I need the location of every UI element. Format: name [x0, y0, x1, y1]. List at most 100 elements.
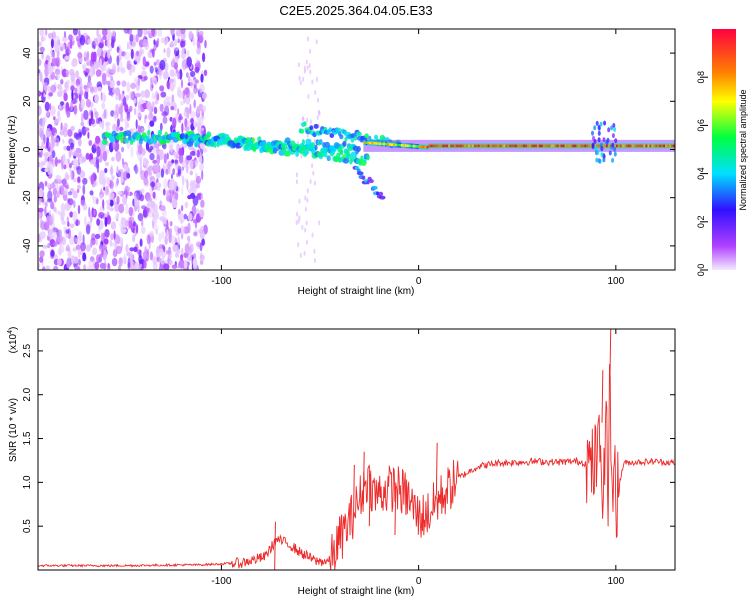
- noise-blob: [111, 39, 115, 49]
- noise-blob: [45, 59, 49, 65]
- ridge-blob: [124, 137, 130, 144]
- ridge-blob: [210, 141, 214, 148]
- main-line-core: [649, 144, 652, 148]
- noise-blob: [149, 251, 153, 261]
- noise-blob: [303, 68, 306, 74]
- noise-blob: [121, 80, 127, 87]
- main-line-core: [517, 144, 520, 148]
- y-tick-label: 1.0: [22, 475, 33, 489]
- main-line-core: [371, 141, 374, 145]
- noise-blob: [65, 232, 69, 239]
- noise-blob: [101, 119, 104, 130]
- noise-blob: [142, 250, 148, 260]
- spectrogram-ticks: -100 0 100 40 20 0 -20 -40: [22, 29, 675, 287]
- noise-blob: [58, 84, 63, 96]
- colorbar-ticks: 0.0 0.2 0.4 0.6 0.8: [696, 71, 708, 276]
- noise-blob: [195, 149, 198, 155]
- disturbance-blob: [593, 125, 597, 131]
- noise-blob: [82, 64, 87, 71]
- noise-blob: [105, 80, 111, 85]
- snr-spike: [353, 464, 355, 518]
- noise-blob: [194, 66, 200, 73]
- noise-blob: [44, 114, 47, 123]
- noise-blob: [314, 90, 317, 95]
- noise-blob: [173, 151, 178, 157]
- noise-blob: [184, 117, 188, 128]
- noise-blob: [171, 159, 175, 164]
- main-line-core: [651, 144, 654, 148]
- noise-blob: [90, 241, 93, 248]
- noise-blob: [86, 60, 91, 66]
- noise-blob: [118, 93, 122, 101]
- noise-blob: [139, 238, 143, 247]
- main-line-core: [590, 144, 593, 148]
- disturbance-blob: [593, 138, 597, 144]
- noise-blob: [189, 70, 196, 78]
- noise-blob: [58, 103, 62, 110]
- noise-blob: [154, 163, 160, 173]
- noise-blob: [87, 131, 90, 139]
- noise-blob: [166, 219, 169, 230]
- disturbance-blob: [597, 158, 601, 164]
- ridge-blob: [299, 128, 305, 134]
- noise-blob: [133, 246, 138, 252]
- noise-blob: [126, 111, 131, 122]
- disturbance-blob: [597, 125, 601, 131]
- noise-blob: [47, 243, 50, 249]
- noise-blob: [174, 48, 177, 56]
- ridge-blob: [376, 191, 380, 196]
- noise-blob: [171, 198, 178, 209]
- main-line-core: [613, 144, 617, 148]
- main-line-core: [452, 144, 455, 148]
- noise-blob: [179, 225, 185, 235]
- noise-blob: [177, 249, 181, 254]
- noise-blob: [54, 132, 57, 142]
- disturbance-blob: [603, 120, 607, 126]
- noise-blob: [132, 234, 136, 243]
- noise-blob: [57, 258, 62, 266]
- noise-blob: [93, 209, 96, 216]
- noise-blob: [61, 210, 66, 218]
- noise-blob: [106, 38, 110, 48]
- disturbance-blob: [602, 157, 606, 163]
- noise-blob: [154, 99, 159, 105]
- snr-spike: [274, 521, 276, 570]
- noise-blob: [201, 169, 204, 181]
- ridge-blob: [342, 140, 347, 147]
- noise-blob: [118, 257, 123, 267]
- noise-blob: [110, 233, 114, 241]
- main-line-core: [505, 144, 508, 148]
- noise-blob: [70, 85, 75, 92]
- noise-blob: [49, 229, 55, 239]
- main-line-core: [527, 144, 530, 148]
- noise-blob: [153, 106, 158, 115]
- colorbar-tick-label: 0.6: [696, 119, 706, 132]
- main-line-core: [548, 144, 551, 148]
- main-line-core: [436, 144, 439, 148]
- noise-blob: [80, 199, 86, 207]
- ridge-blob: [232, 142, 236, 149]
- main-line-core: [602, 144, 605, 148]
- main-line-core: [604, 144, 607, 148]
- disturbance-blob: [595, 157, 599, 163]
- ridge-blob: [295, 151, 299, 157]
- noise-blob: [305, 59, 308, 65]
- noise-blob: [109, 69, 116, 74]
- noise-blob: [67, 198, 74, 206]
- noise-blob: [81, 156, 87, 163]
- noise-blob: [133, 98, 137, 104]
- noise-blob: [190, 117, 195, 124]
- noise-blob: [152, 115, 157, 122]
- noise-blob: [65, 174, 70, 180]
- noise-blob: [200, 252, 203, 258]
- noise-blob: [45, 127, 52, 138]
- main-line-core: [469, 144, 473, 148]
- noise-blob: [315, 76, 318, 82]
- noise-blob: [171, 94, 175, 102]
- noise-blob: [120, 176, 124, 183]
- noise-blob: [78, 29, 81, 36]
- noise-blob: [79, 89, 84, 96]
- noise-blob: [295, 220, 298, 226]
- noise-blob: [166, 47, 171, 58]
- ridge-blob: [361, 175, 366, 180]
